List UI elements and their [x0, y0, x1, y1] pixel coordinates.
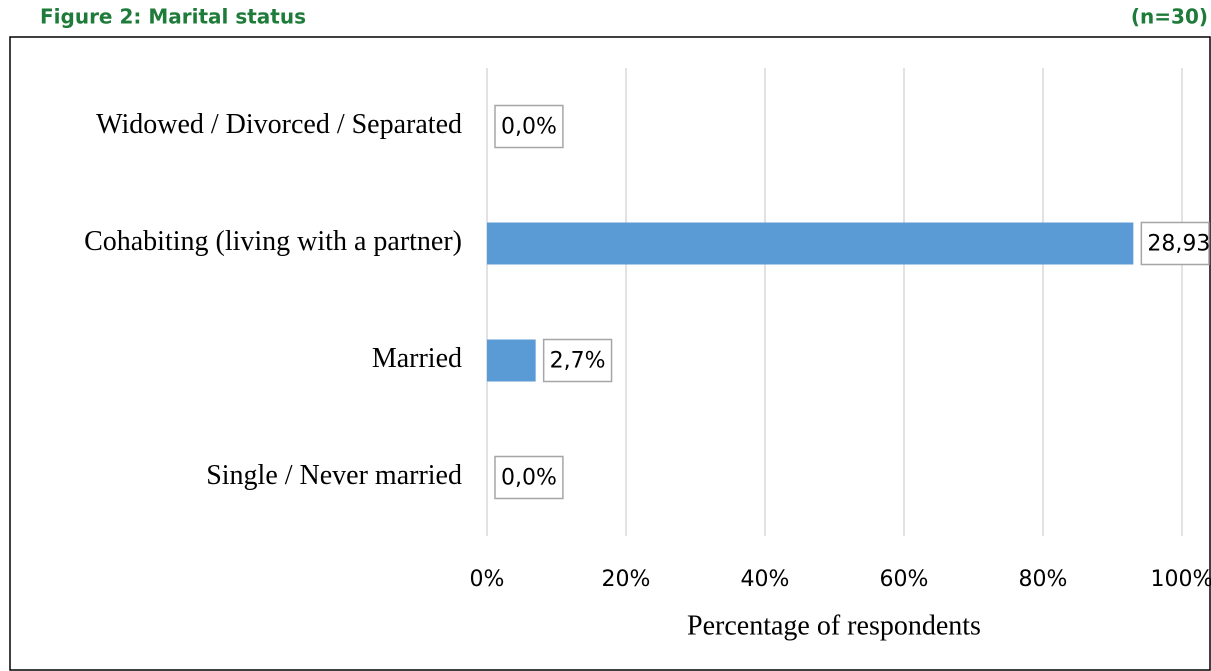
y-tick-label: Widowed / Divorced / Separated	[96, 109, 462, 140]
value-label: 2,7%	[550, 349, 606, 374]
x-axis-title: Percentage of respondents	[687, 610, 981, 641]
value-label: 28,93%	[1147, 232, 1211, 257]
chart-border	[9, 36, 1211, 671]
x-tick-label: 100%	[1151, 567, 1211, 592]
x-tick-label: 40%	[741, 567, 790, 592]
x-tick-label: 80%	[1019, 567, 1068, 592]
value-label-box	[494, 455, 564, 500]
x-tick-label: 0%	[470, 567, 505, 592]
value-label-box	[542, 338, 613, 383]
chart-subtitle: (n=30)	[1131, 5, 1208, 29]
value-label: 0,0%	[501, 466, 557, 491]
y-tick-label: Single / Never married	[206, 460, 462, 491]
value-label-box	[494, 104, 564, 149]
y-tick-label: Married	[372, 343, 462, 374]
x-tick-label: 60%	[880, 567, 929, 592]
bar	[487, 339, 536, 382]
value-label-box	[1140, 221, 1210, 266]
y-tick-label: Cohabiting (living with a partner)	[84, 226, 462, 257]
value-label: 0,0%	[501, 115, 557, 140]
bar	[487, 222, 1134, 265]
chart-title: Figure 2: Marital status	[40, 5, 306, 29]
x-tick-label: 20%	[602, 567, 651, 592]
